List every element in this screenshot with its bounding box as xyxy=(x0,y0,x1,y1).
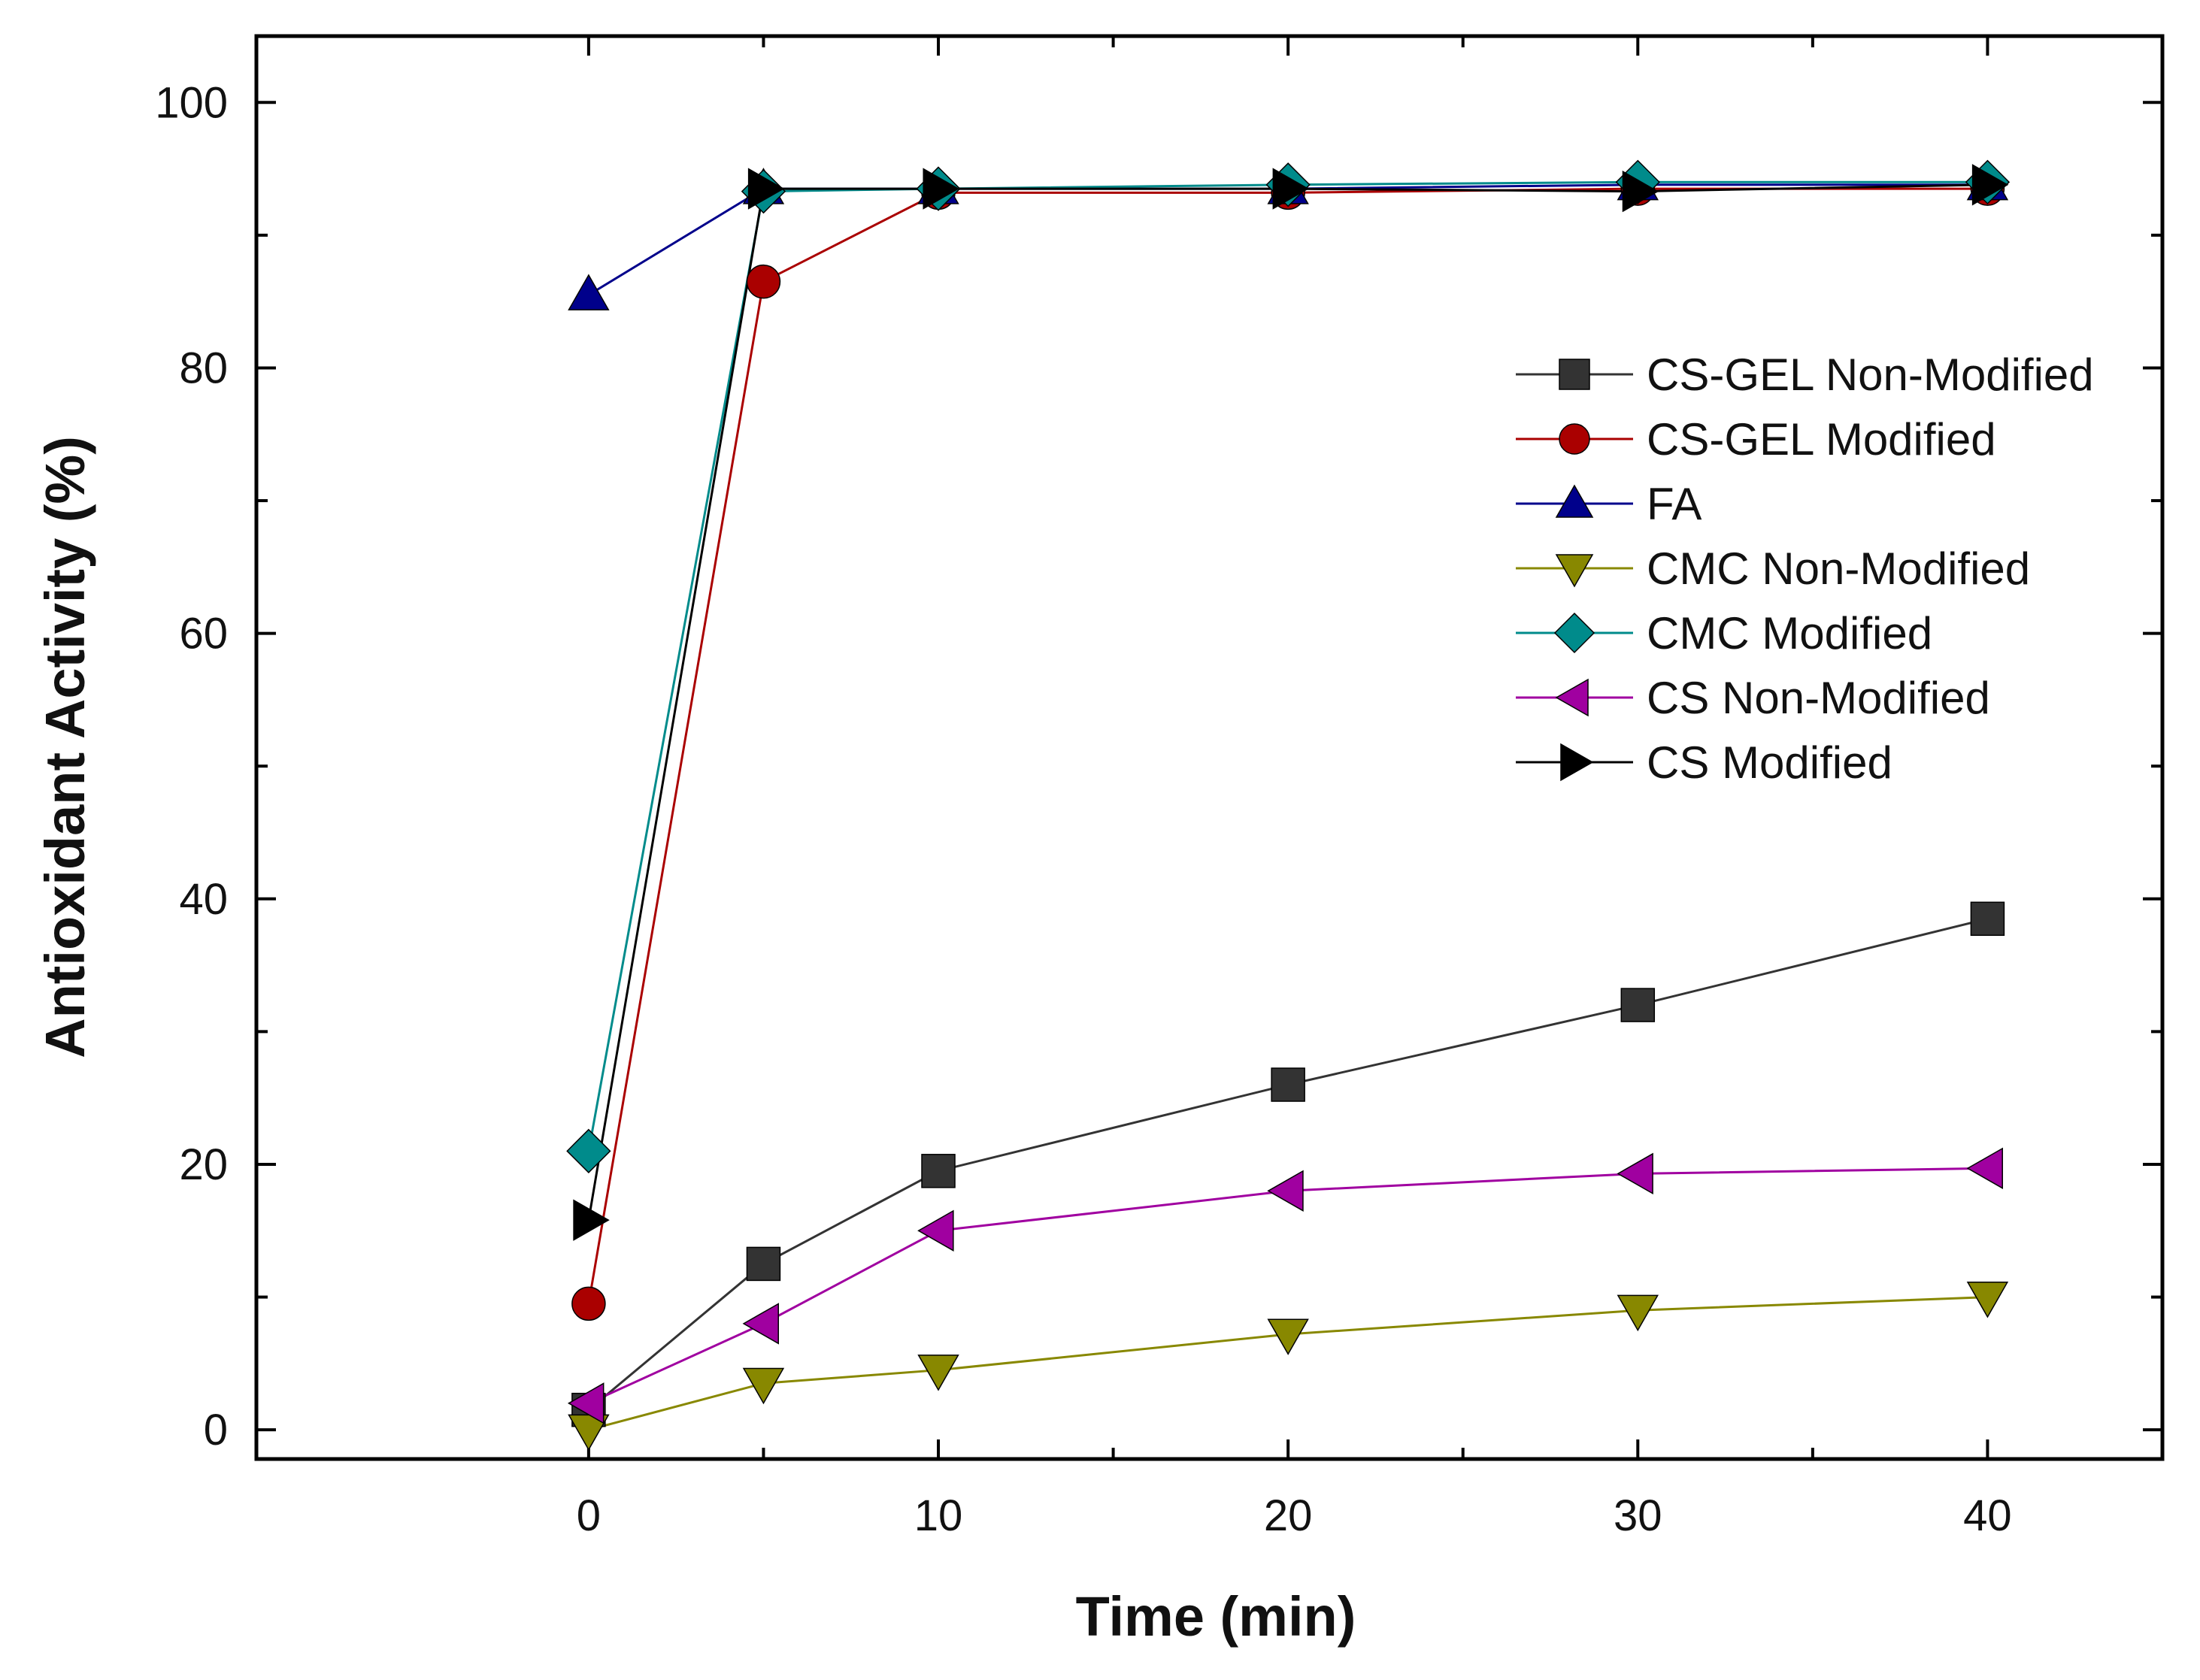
legend-label-cs-gel-non-modified: CS-GEL Non-Modified xyxy=(1647,350,2094,400)
data-point-cs-non-modified xyxy=(1617,1152,1653,1195)
y-tick-label: 20 xyxy=(179,1140,228,1189)
series-line-cs-non-modified xyxy=(588,1167,1988,1405)
x-tick-label: 20 xyxy=(1264,1491,1313,1540)
data-point-cs-gel-non-modified xyxy=(1970,901,2005,937)
y-tick-label: 80 xyxy=(179,344,228,392)
data-point-cs-modified xyxy=(573,1199,610,1241)
data-point-cs-gel-modified xyxy=(571,1286,606,1321)
legend-marker-cs-gel-modified xyxy=(1559,423,1590,455)
legend-label-cs-modified: CS Modified xyxy=(1647,737,1892,788)
legend-label-cmc-modified: CMC Modified xyxy=(1647,608,1932,658)
legend-marker-cs-non-modified xyxy=(1555,678,1589,717)
data-point-fa xyxy=(568,274,610,310)
data-point-cs-gel-non-modified xyxy=(1271,1067,1305,1102)
y-tick-label: 60 xyxy=(179,610,228,658)
legend-label-cmc-non-modified: CMC Non-Modified xyxy=(1647,543,2030,594)
data-point-cmc-non-modified xyxy=(742,1367,785,1405)
data-point-cs-non-modified xyxy=(917,1209,954,1252)
y-tick-label: 40 xyxy=(179,875,228,924)
series-line-cmc-modified xyxy=(587,180,1988,1152)
data-point-cs-gel-modified xyxy=(746,264,781,299)
axis-ticks: 0 10 20 30 40 0 20 40 60 80 100 xyxy=(155,36,2162,1540)
series-line-cs-modified xyxy=(587,183,1988,1221)
x-tick-label: 40 xyxy=(1963,1491,2012,1540)
data-point-cmc-non-modified xyxy=(1267,1318,1309,1355)
data-point-cs-gel-non-modified xyxy=(746,1246,781,1282)
data-point-cs-modified xyxy=(1622,170,1659,213)
x-tick-label: 10 xyxy=(914,1491,963,1540)
series-line-cs-gel-non-modified xyxy=(587,917,1988,1411)
data-point-cs-modified xyxy=(923,168,959,210)
legend-label-cs-gel-modified: CS-GEL Modified xyxy=(1647,414,1996,465)
series-line-cmc-non-modified xyxy=(588,1296,1988,1431)
x-tick-label: 30 xyxy=(1614,1491,1662,1540)
data-point-cs-modified xyxy=(747,168,785,210)
data-point-cs-gel-non-modified xyxy=(1620,988,1656,1022)
legend-marker-fa xyxy=(1555,484,1594,518)
y-axis-title: Antioxidant Activity (%) xyxy=(34,436,96,1058)
y-tick-label: 0 xyxy=(204,1406,228,1454)
x-tick-label: 0 xyxy=(577,1491,601,1540)
data-point-cs-gel-non-modified xyxy=(921,1154,956,1188)
data-point-cmc-modified xyxy=(566,1128,611,1173)
data-point-cmc-non-modified xyxy=(1966,1282,2009,1318)
legend-marker-cs-gel-non-modified xyxy=(1559,359,1590,390)
y-tick-label: 100 xyxy=(155,78,228,127)
data-point-cs-non-modified xyxy=(742,1303,779,1345)
plot-frame xyxy=(254,34,2165,1461)
x-axis-title: Time (min) xyxy=(1076,1585,1356,1648)
data-point-cs-non-modified xyxy=(567,1382,605,1424)
legend-marker-cs-modified xyxy=(1560,743,1594,782)
data-point-cmc-non-modified xyxy=(1617,1294,1659,1332)
series-markers xyxy=(566,159,2011,1451)
legend-label-fa: FA xyxy=(1647,479,1702,529)
data-point-cs-non-modified xyxy=(1267,1170,1304,1212)
legend-marker-cmc-modified xyxy=(1553,612,1595,654)
data-point-cmc-non-modified xyxy=(917,1355,959,1391)
data-point-cs-non-modified xyxy=(1966,1147,2003,1189)
data-point-cs-modified xyxy=(1971,164,2009,206)
data-point-cs-modified xyxy=(1272,168,1310,210)
legend-label-cs-non-modified: CS Non-Modified xyxy=(1647,673,1990,723)
legend-marker-cmc-non-modified xyxy=(1555,554,1594,588)
series-line-cs-gel-modified xyxy=(587,187,1988,1304)
series-lines xyxy=(587,180,1988,1431)
legend: CS-GEL Non-Modified CS-GEL Modified FA CMC … xyxy=(1516,350,2094,788)
